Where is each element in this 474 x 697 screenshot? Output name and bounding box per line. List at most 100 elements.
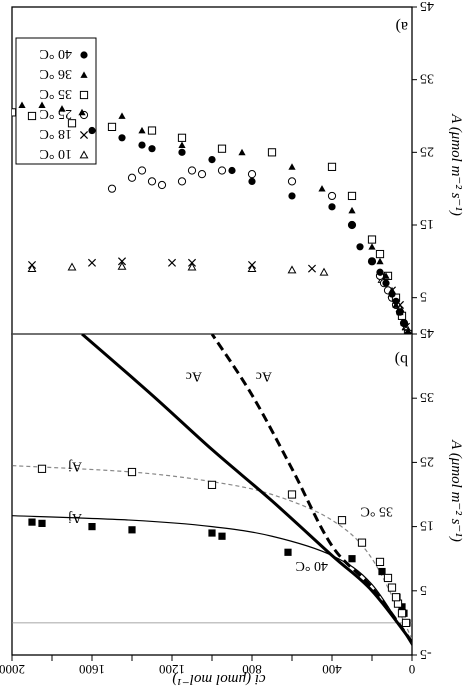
data-point [178, 141, 186, 148]
data-point [208, 155, 216, 164]
data-point [37, 464, 47, 473]
y-tick-label: 15 [420, 518, 434, 533]
data-point [138, 141, 146, 149]
data-point [247, 260, 257, 269]
data-point [67, 119, 77, 128]
top-axis-label: ci (μmol mol⁻¹) [172, 671, 265, 687]
data-series [27, 257, 411, 331]
data-point [404, 330, 412, 334]
data-point [367, 235, 377, 244]
cross-stroke [79, 130, 89, 140]
y-tick-label: 15 [420, 216, 434, 231]
data-point [12, 108, 17, 117]
data-point [187, 258, 197, 267]
data-point [27, 260, 37, 269]
data-point [247, 170, 257, 179]
data-point [284, 548, 292, 556]
data-point [368, 257, 376, 265]
top-axis-title: ci (μmol mol⁻¹) [172, 671, 265, 687]
data-point [177, 177, 187, 186]
data-point [267, 148, 277, 157]
data-point [375, 557, 385, 567]
y-axis-label-panel-a: A (μmol m⁻² s⁻¹) [448, 113, 464, 216]
data-point [167, 258, 177, 267]
data-point [58, 105, 66, 112]
legend-entry: 10 °C [40, 146, 72, 161]
data-point [27, 263, 37, 272]
data-point [178, 148, 186, 156]
cross-stroke [167, 258, 177, 267]
chart-annotation: Ac [186, 369, 202, 384]
data-point [327, 162, 337, 171]
data-series [88, 126, 412, 334]
data-point [67, 262, 77, 271]
data-point [117, 257, 127, 266]
data-point [18, 101, 26, 108]
data-point [287, 177, 297, 186]
model-curve [12, 515, 412, 646]
data-point [127, 173, 137, 182]
data-point [107, 122, 117, 131]
legend-entry: 36 °C [40, 66, 72, 81]
data-point [207, 480, 217, 489]
cross-stroke [307, 264, 317, 273]
x-tick-label: 800 [242, 662, 262, 677]
data-point [375, 249, 385, 259]
data-point [128, 526, 136, 534]
chart-annotation: 40 °C [296, 558, 328, 573]
data-point [38, 519, 46, 527]
data-point [80, 51, 88, 59]
chart-annotation: Aj [68, 458, 82, 473]
cross-stroke [117, 257, 127, 266]
data-point [391, 593, 401, 602]
data-point [348, 206, 356, 214]
data-point [80, 71, 88, 78]
data-point [118, 134, 126, 142]
data-point [117, 261, 127, 270]
data-point [288, 163, 296, 170]
y-tick-label: -5 [420, 646, 432, 661]
model-curve [81, 334, 412, 644]
data-point [177, 133, 187, 142]
data-point [79, 90, 89, 100]
y-tick-label: 25 [420, 143, 434, 158]
data-point [327, 191, 337, 201]
data-point [138, 126, 146, 134]
x-tick-label: 1200 [159, 662, 185, 677]
panel-b-frame [11, 333, 413, 656]
data-point [197, 170, 207, 179]
legend-box [15, 37, 97, 165]
data-point [387, 583, 397, 592]
y-tick-label: 35 [420, 71, 434, 86]
data-point [378, 567, 386, 576]
data-point [217, 166, 227, 175]
y-tick-label: 45 [420, 325, 434, 340]
data-point [137, 166, 147, 175]
data-point [319, 267, 329, 276]
data-point [383, 573, 393, 583]
chart-annotation: Ac [256, 369, 272, 384]
data-point [217, 144, 227, 153]
data-point [87, 258, 97, 267]
data-point [88, 523, 96, 531]
data-point [388, 290, 396, 298]
data-series [27, 261, 411, 331]
data-point [187, 262, 197, 271]
data-point [288, 192, 296, 200]
data-point [307, 264, 317, 273]
data-series [107, 166, 412, 334]
data-point [248, 177, 256, 186]
x-tick-label: 1600 [79, 662, 105, 677]
data-point [328, 203, 336, 211]
data-point [38, 101, 46, 108]
data-point [397, 609, 407, 618]
x-tick-label: 0 [409, 662, 416, 677]
cross-stroke [187, 258, 197, 267]
x-tick-label: 2000 [0, 662, 25, 677]
data-point [287, 265, 297, 274]
chart-annotation: Aj [68, 510, 82, 525]
legend-entry: 25 °C [40, 106, 72, 121]
y-tick-label: 45 [420, 0, 434, 13]
data-point [368, 243, 376, 250]
